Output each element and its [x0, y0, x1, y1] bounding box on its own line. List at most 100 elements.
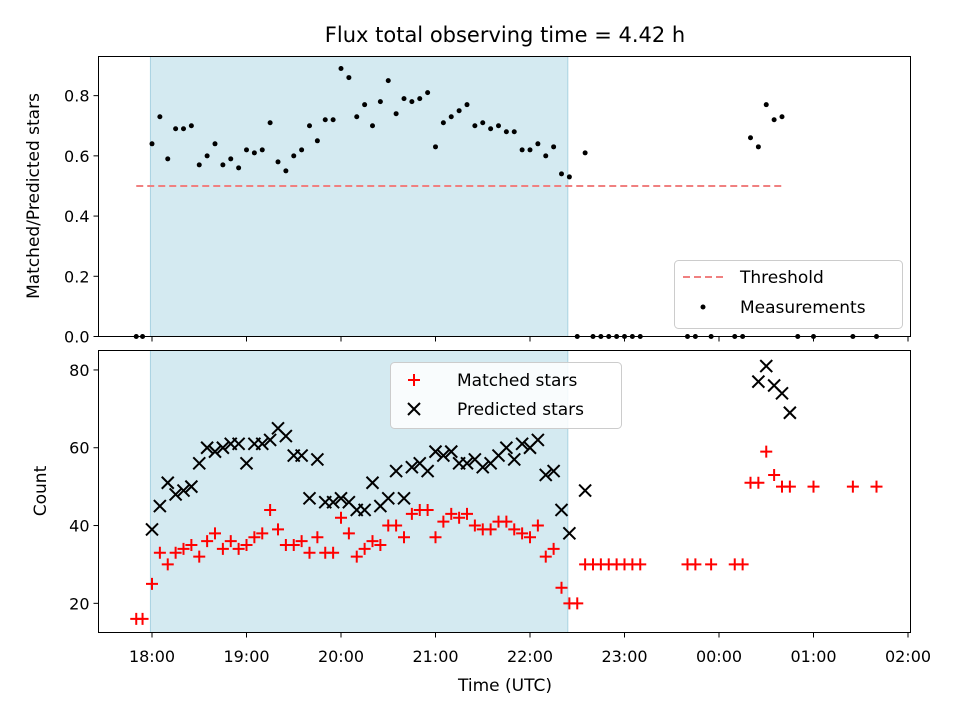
measurement-point: [440, 120, 446, 126]
predicted-star-point: [460, 456, 474, 471]
predicted-star-point: [405, 460, 419, 474]
predicted-star-point: [539, 468, 553, 482]
x-tick-label: 21:00: [412, 647, 458, 666]
measurement-point: [566, 174, 572, 180]
matched-star-point: [224, 535, 237, 548]
predicted-star-point: [783, 406, 797, 420]
matched-star-point: [453, 511, 466, 524]
predicted-star-point: [389, 464, 403, 478]
measurement-point: [779, 114, 785, 120]
predicted-star-point: [775, 386, 789, 400]
measurement-point: [488, 126, 494, 132]
measurement-point: [511, 129, 517, 135]
predicted-star-point: [153, 499, 167, 513]
predicted-star-point: [161, 476, 175, 490]
top-x-ticks: [151, 336, 909, 342]
matched-star-point: [398, 531, 410, 544]
chart-title: Flux total observing time = 4.42 h: [325, 23, 685, 47]
measurement-point: [196, 162, 202, 168]
top-y-axis-label: Matched/Predicted stars: [24, 93, 44, 299]
matched-star-point: [350, 550, 363, 563]
predicted-stars-legend-icon: [407, 402, 421, 416]
predicted-star-point: [436, 448, 451, 463]
predicted-star-point: [759, 359, 773, 373]
matched-star-point: [327, 546, 340, 559]
top-legend: Threshold Measurements: [674, 260, 903, 329]
measurement-point: [338, 66, 344, 72]
top-y-ticks: 0.0 0.2 0.4 0.6 0.8: [64, 87, 99, 347]
measurement-point: [464, 102, 470, 108]
matched-star-point: [500, 515, 513, 528]
measurement-point: [527, 147, 533, 153]
matched-star-point: [335, 511, 347, 524]
measurement-point: [417, 96, 423, 102]
measurement-point: [456, 108, 462, 114]
matched-star-point: [516, 527, 529, 540]
measurement-point: [582, 150, 588, 156]
x-tick-label: 20:00: [318, 647, 364, 666]
matched-star-point: [358, 542, 371, 555]
matched-star-point: [272, 523, 284, 536]
measurement-point: [204, 153, 210, 159]
measurement-point: [370, 123, 375, 129]
matched-star-point: [303, 546, 316, 559]
y-tick-label: 40: [69, 517, 89, 536]
measurement-point: [393, 111, 399, 117]
predicted-star-point: [397, 491, 411, 506]
x-tick-label: 23:00: [601, 647, 647, 666]
bottom-y-axis-label: Count: [31, 465, 51, 516]
matched-star-point: [445, 507, 458, 520]
predicted-star-point: [546, 464, 561, 478]
x-tick-label: 18:00: [129, 647, 175, 666]
matched-star-point: [169, 546, 182, 559]
measurement-point: [188, 123, 194, 129]
measurements-legend-label: Measurements: [740, 298, 866, 318]
x-tick-label: 00:00: [696, 647, 742, 666]
measurement-point: [322, 117, 328, 123]
predicted-star-point: [428, 444, 443, 459]
matched-star-point: [232, 542, 245, 555]
matched-star-point: [240, 538, 253, 551]
measurement-point: [314, 138, 320, 144]
matched-star-point: [555, 581, 568, 594]
top-legend-box: [674, 260, 903, 329]
predicted-star-point: [310, 452, 325, 467]
matched-star-point: [768, 468, 781, 481]
matched-star-point: [264, 503, 277, 516]
measurement-point: [157, 114, 163, 120]
measurement-point: [354, 114, 360, 120]
matched-star-point: [390, 519, 403, 532]
y-tick-label: 0.2: [64, 267, 89, 286]
predicted-star-point: [499, 441, 514, 455]
matched-star-point: [153, 546, 166, 559]
matched-star-point: [539, 550, 552, 563]
measurement-point: [244, 147, 249, 153]
matched-star-point: [531, 519, 544, 532]
measurement-point: [283, 168, 289, 174]
measurement-point: [149, 141, 155, 147]
predicted-star-point: [444, 444, 458, 459]
matched-star-point: [421, 503, 434, 516]
measurement-point: [771, 117, 777, 123]
measurement-point: [259, 147, 265, 153]
measurement-point: [433, 144, 438, 150]
measurement-point: [448, 114, 454, 120]
matched-star-point: [705, 558, 718, 571]
measurement-point: [519, 147, 525, 153]
predicted-star-point: [751, 374, 766, 389]
measurement-point: [535, 141, 541, 147]
bottom-panel: 20 40 60 80 18:00 19:00 20:00 21:00 22:00 23:00 0…: [31, 350, 931, 696]
predicted-star-point: [231, 437, 246, 451]
x-tick-label: 01:00: [790, 647, 836, 666]
predicted-star-point: [420, 464, 435, 478]
measurement-point: [220, 162, 226, 168]
predicted-star-point: [279, 429, 293, 443]
matched-star-point: [295, 535, 308, 548]
matched-star-point: [405, 507, 418, 520]
y-tick-label: 0.8: [64, 87, 89, 106]
bottom-legend-box: [390, 362, 622, 429]
predicted-star-point: [531, 433, 545, 447]
predicted-star-point: [578, 483, 592, 498]
measurement-point: [551, 144, 557, 150]
measurement-point: [401, 96, 407, 102]
